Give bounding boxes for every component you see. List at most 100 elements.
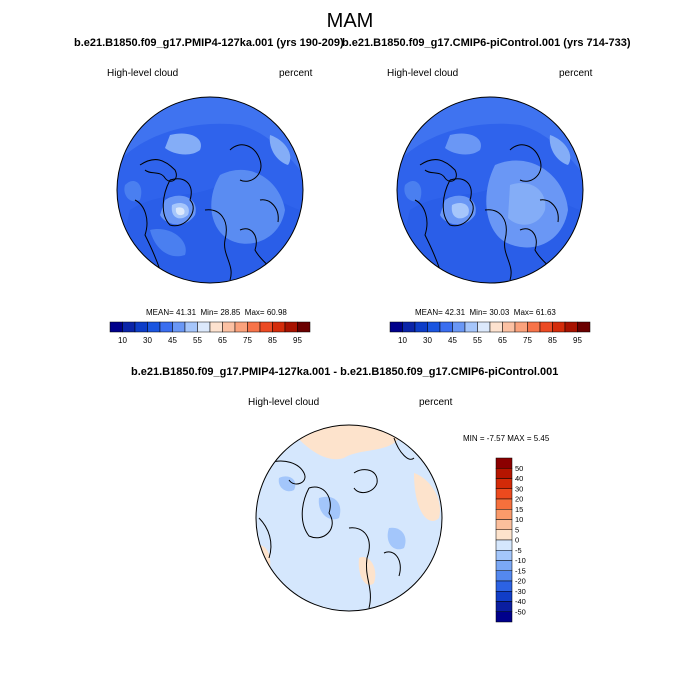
panel-1-map-boundary (116, 96, 304, 284)
panel-2-colorbar-tick-label: 95 (573, 336, 582, 345)
diff-colorbar-tick-label: 5 (515, 525, 519, 534)
panel-1-variable-label: High-level cloud (107, 68, 179, 79)
panel-2-colorbar-tick-label: 45 (448, 336, 457, 345)
panel-2-run-title: b.e21.B1850.f09_g17.CMIP6-piControl.001 … (342, 37, 631, 49)
diff-colorbar-swatch (495, 519, 513, 530)
diff-colorbar-swatch (495, 509, 513, 520)
panel-1-colorbar-tick-label: 10 (118, 336, 127, 345)
diff-colorbar-tick-label: 10 (515, 515, 523, 524)
panel-1-colorbar-swatch (184, 321, 198, 333)
panel-1-colorbar-swatch (284, 321, 298, 333)
diff-colorbar-swatch (495, 611, 513, 623)
panel-2-colorbar-swatch (489, 321, 503, 333)
diff-colorbar-swatch (495, 457, 513, 469)
diff-colorbar-swatch (495, 570, 513, 582)
diff-colorbar-swatch (495, 539, 513, 551)
panel-1-colorbar-swatch (272, 321, 286, 333)
diff-colorbar-tick-label: 0 (515, 536, 519, 545)
panel-2-colorbar-tick-label: 65 (498, 336, 507, 345)
panel-1-colorbar-tick-label: 45 (168, 336, 177, 345)
panel-1-colorbar-swatch (197, 321, 211, 333)
panel-1-colorbar-swatch (209, 321, 223, 333)
diff-colorbar-tick-label: 50 (515, 464, 523, 473)
panel-1-colorbar-tick-label: 65 (218, 336, 227, 345)
panel-2-max-value: 61.63 (535, 308, 556, 317)
panel-2-min-label: Min= (469, 308, 488, 317)
diff-max-value: 5.45 (533, 434, 550, 443)
diff-colorbar-swatch (495, 550, 513, 561)
diff-panel-stats: MIN = -7.57 MAX = 5.45 (463, 434, 549, 443)
diff-colorbar-tick-label: -15 (515, 566, 526, 575)
diff-colorbar-tick-label: -20 (515, 577, 526, 586)
panel-2-units-label: percent (559, 68, 593, 79)
panel-1-max-label: Max= (244, 308, 265, 317)
diff-min-label: MIN = (463, 434, 485, 443)
diff-panel-units-label: percent (419, 397, 453, 408)
panel-2-map (396, 96, 584, 284)
figure-title: MAM (326, 10, 374, 32)
panel-1-colorbar-tick-label: 75 (243, 336, 252, 345)
panel-2-colorbar-swatch (427, 321, 441, 333)
panel-2-colorbar-swatch (527, 321, 541, 333)
panel-1-min-value: 28.85 (220, 308, 241, 317)
panel-2-colorbar-swatch (552, 321, 566, 333)
panel-1-min-label: Min= (200, 308, 219, 317)
panel-1-units-label: percent (279, 68, 313, 79)
diff-panel-map (255, 424, 443, 612)
diff-colorbar-swatch (495, 478, 513, 489)
diff-colorbar-swatch (495, 580, 513, 592)
panel-2-colorbar-swatch (439, 321, 453, 333)
panel-1-colorbar-swatch (172, 321, 186, 333)
panel-1-colorbar-tick-label: 30 (143, 336, 152, 345)
panel-2-colorbar-swatch (514, 321, 528, 333)
panel-1-mean-value: 41.31 (176, 308, 197, 317)
panel-2-mean-value: 42.31 (445, 308, 466, 317)
panel-1-map (116, 96, 304, 284)
panel-1-colorbar-swatch (109, 321, 123, 333)
panel-2-colorbar-swatch (564, 321, 578, 333)
panel-1-colorbar-swatch (234, 321, 248, 333)
diff-colorbar-tick-label: 40 (515, 474, 523, 483)
panel-1-field (117, 97, 303, 283)
diff-colorbar-swatch (495, 488, 513, 500)
diff-colorbar-swatch (495, 498, 513, 510)
panel-2-colorbar-swatch (539, 321, 553, 333)
panel-2-colorbar-tick-label: 10 (398, 336, 407, 345)
panel-2-colorbar-swatch (477, 321, 491, 333)
panel-1-colorbar-swatch (122, 321, 136, 333)
diff-panel-title: b.e21.B1850.f09_g17.PMIP4-127ka.001 - b.… (131, 366, 559, 378)
panel-1-colorbar-tick-label: 85 (268, 336, 277, 345)
panel-1-colorbar-swatch (259, 321, 273, 333)
panel-1-mean-label: MEAN= (146, 308, 174, 317)
diff-colorbar-tick-label: -30 (515, 587, 526, 596)
panel-2-variable-label: High-level cloud (387, 68, 459, 79)
panel-2-field (397, 97, 583, 283)
panel-1-colorbar-tick-label: 55 (193, 336, 202, 345)
panel-2-colorbar-swatch (414, 321, 428, 333)
diff-colorbar-swatch (495, 529, 513, 541)
diff-colorbar-tick-label: -5 (515, 546, 522, 555)
diff-max-label: MAX = (507, 434, 532, 443)
panel-2-map-boundary (396, 96, 584, 284)
panel-1-colorbar-swatch (159, 321, 173, 333)
panel-1-coastlines (134, 144, 279, 281)
panel-2-colorbar-swatch (389, 321, 403, 333)
panel-1-colorbar: 10 30 45 55 65 75 85 95 (109, 321, 311, 345)
panel-2-colorbar-tick-label: 85 (548, 336, 557, 345)
panel-2-colorbar-swatch (577, 321, 591, 333)
diff-min-value: -7.57 (486, 434, 506, 443)
diff-colorbar-tick-label: -50 (515, 607, 526, 616)
diff-panel-field (256, 425, 442, 611)
diff-panel-map-boundary (255, 424, 443, 612)
panel-1-colorbar-swatch (247, 321, 261, 333)
panel-1-max-value: 60.98 (266, 308, 287, 317)
panel-2-colorbar-swatch (402, 321, 416, 333)
panel-2-min-value: 30.03 (489, 308, 510, 317)
diff-colorbar-tick-label: 30 (515, 484, 523, 493)
panel-2-colorbar-tick-label: 75 (523, 336, 532, 345)
panel-1-colorbar-tick-label: 95 (293, 336, 302, 345)
panel-1-stats: MEAN= 41.31 Min= 28.85 Max= 60.98 (146, 308, 287, 317)
diff-colorbar-tick-label: -40 (515, 597, 526, 606)
panel-1-colorbar-swatch (134, 321, 148, 333)
panel-2-colorbar-swatch (502, 321, 516, 333)
